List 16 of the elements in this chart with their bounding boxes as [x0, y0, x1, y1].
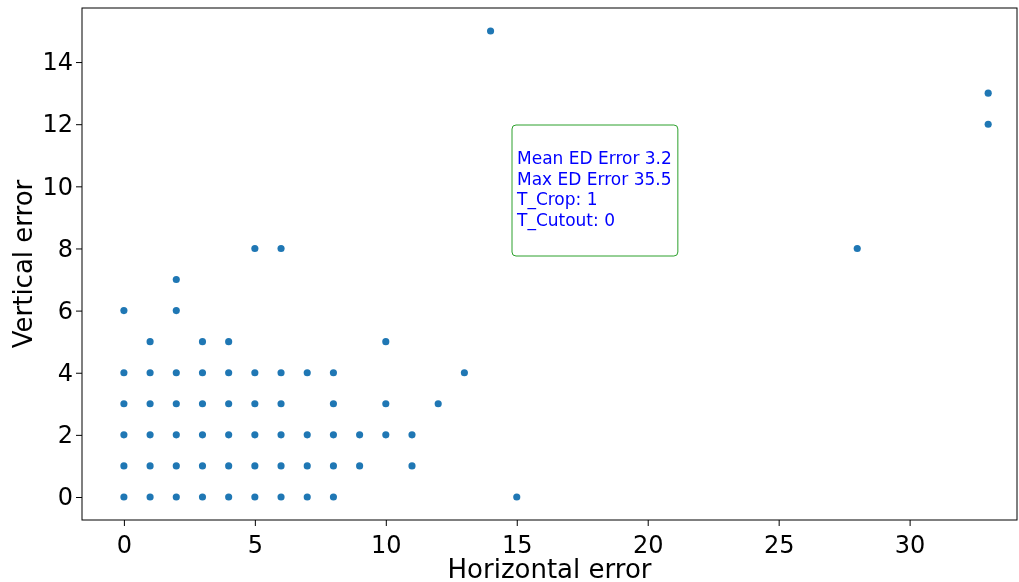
y-tick-label: 6	[57, 296, 73, 325]
y-tick-label: 4	[57, 358, 73, 387]
y-tick-label: 8	[57, 234, 73, 263]
note-box: Mean ED Error 3.2 Max ED Error 35.5 T_Crop: 1 T_Cutout: 0	[511, 124, 679, 257]
y-tick-label: 14	[42, 48, 73, 77]
y-tick-label: 0	[57, 483, 73, 512]
y-axis-title: Vertical error	[8, 179, 38, 349]
y-tick-label: 12	[42, 110, 73, 139]
x-tick-label: 10	[371, 531, 402, 559]
x-tick-label: 25	[763, 531, 795, 559]
y-tick-label: 10	[42, 172, 73, 201]
x-tick-label: 30	[894, 531, 926, 559]
annotation: Mean ED Error 3.2 Max ED Error 35.5 T_Crop: 1 T_Cutout: 0	[516, 148, 672, 231]
x-tick-label: 0	[116, 531, 133, 559]
x-tick-label: 5	[247, 531, 263, 559]
y-tick-label: 2	[57, 421, 73, 450]
